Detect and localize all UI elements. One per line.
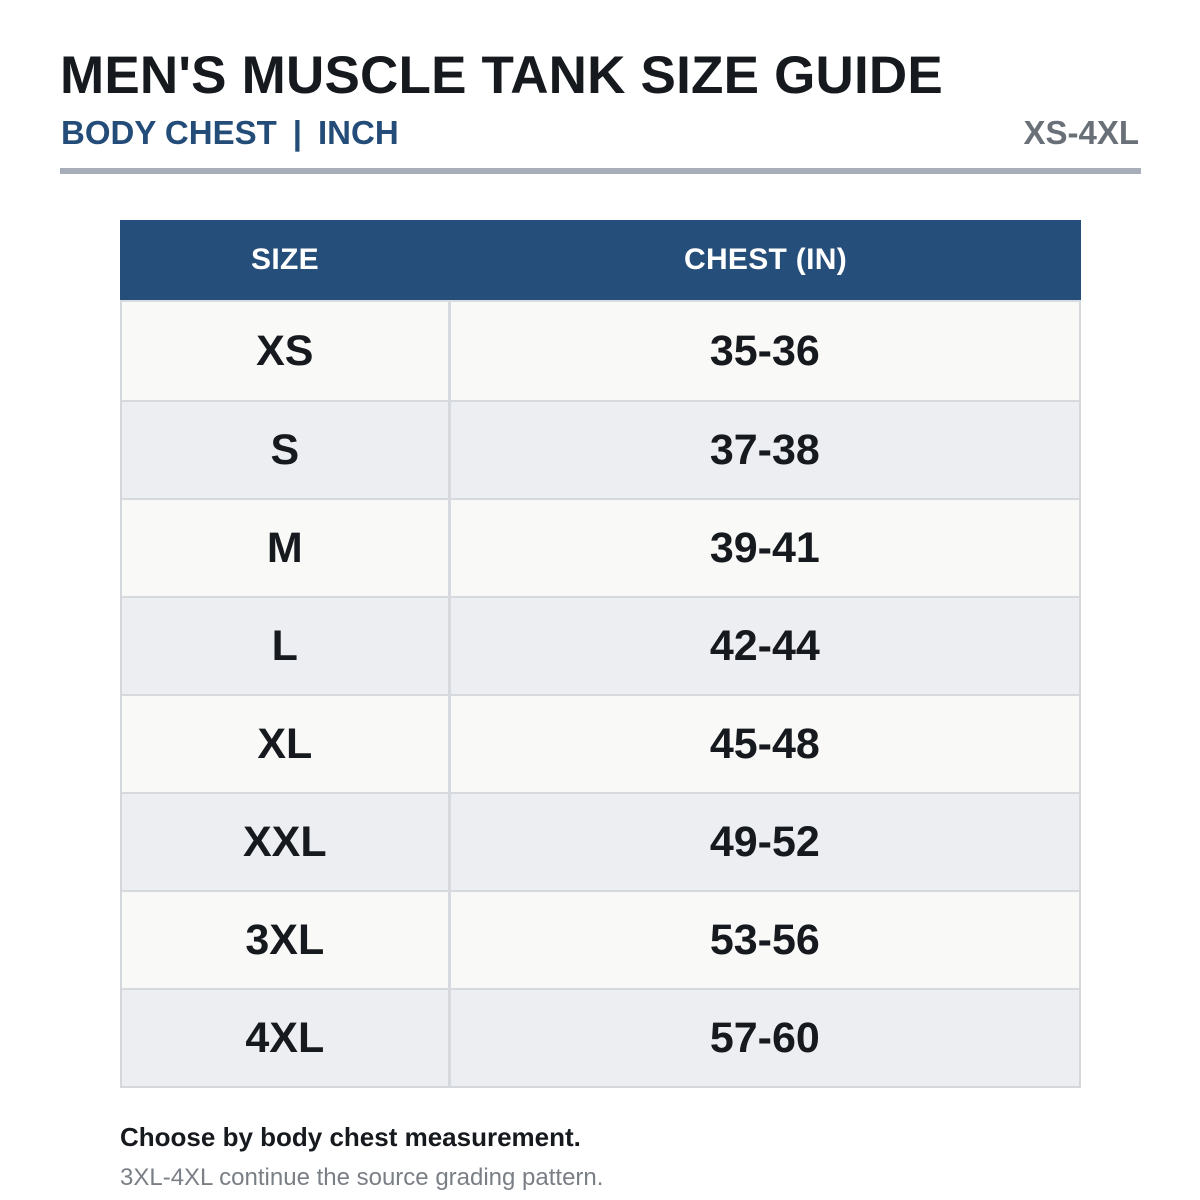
header-divider [60,168,1141,174]
page-subtitle: BODY CHEST | INCH [61,114,399,152]
size-cell: XXL [122,794,451,890]
chest-cell: 37-38 [709,425,820,474]
table-row: 4XL 57-60 [122,988,1079,1086]
page-title: MEN'S MUSCLE TANK SIZE GUIDE [60,46,943,105]
table-header: SIZE CHEST (IN) [120,220,1081,302]
chest-cell: 39-41 [709,523,820,572]
table-row: L 42-44 [122,596,1079,694]
size-cell: XS [122,302,451,400]
table-row: XS 35-36 [122,302,1079,400]
size-cell: 4XL [122,990,451,1086]
subtitle-separator: | [292,114,302,151]
table-row: XL 45-48 [122,694,1079,792]
size-range-label: XS-4XL [1023,114,1139,151]
chest-cell: 57-60 [709,1013,820,1062]
table-row: 3XL 53-56 [122,890,1079,988]
note-primary: Choose by body chest measurement. [120,1122,581,1152]
chest-cell: 42-44 [709,621,820,670]
note-secondary: 3XL-4XL continue the source grading patt… [120,1164,604,1191]
size-cell: L [122,598,451,694]
size-cell: XL [122,696,451,792]
chest-cell: 49-52 [709,817,820,866]
size-cell: M [122,500,451,596]
table-row: XXL 49-52 [122,792,1079,890]
table-body: XS 35-36 S 37-38 M 39-41 L 42-44 XL 45-48 XXL 49-52… [122,302,1079,1086]
column-header-chest: CHEST (IN) [684,243,847,276]
table-row: S 37-38 [122,400,1079,498]
subtitle-unit: INCH [318,114,399,151]
size-cell: 3XL [122,892,451,988]
subtitle-measurement: BODY CHEST [61,114,277,151]
size-table: SIZE CHEST (IN) XS 35-36 S 37-38 M 39-41 L 42-4… [120,220,1081,1088]
table-row: M 39-41 [122,498,1079,596]
chest-cell: 35-36 [709,326,820,375]
column-header-size: SIZE [251,243,319,276]
chest-cell: 45-48 [709,719,820,768]
size-cell: S [122,402,451,498]
chest-cell: 53-56 [709,915,820,964]
